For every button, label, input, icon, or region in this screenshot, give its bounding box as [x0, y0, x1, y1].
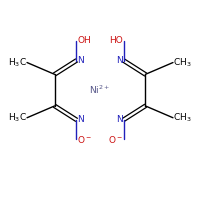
Text: N: N — [77, 56, 84, 65]
Text: $\mathregular{H_3C}$: $\mathregular{H_3C}$ — [8, 56, 27, 69]
Text: N: N — [77, 115, 84, 124]
Text: OH: OH — [77, 36, 91, 45]
Text: O$^-$: O$^-$ — [108, 134, 123, 145]
Text: Ni$^{2+}$: Ni$^{2+}$ — [89, 84, 111, 96]
Text: HO: HO — [109, 36, 123, 45]
Text: $\mathregular{CH_3}$: $\mathregular{CH_3}$ — [173, 112, 192, 124]
Text: O$^-$: O$^-$ — [77, 134, 92, 145]
Text: N: N — [116, 115, 123, 124]
Text: N: N — [116, 56, 123, 65]
Text: $\mathregular{H_3C}$: $\mathregular{H_3C}$ — [8, 112, 27, 124]
Text: $\mathregular{CH_3}$: $\mathregular{CH_3}$ — [173, 56, 192, 69]
